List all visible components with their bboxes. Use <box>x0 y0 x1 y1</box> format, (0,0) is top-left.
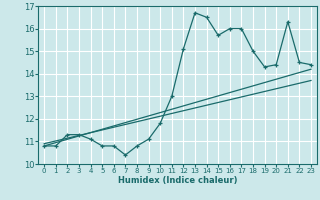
X-axis label: Humidex (Indice chaleur): Humidex (Indice chaleur) <box>118 176 237 185</box>
